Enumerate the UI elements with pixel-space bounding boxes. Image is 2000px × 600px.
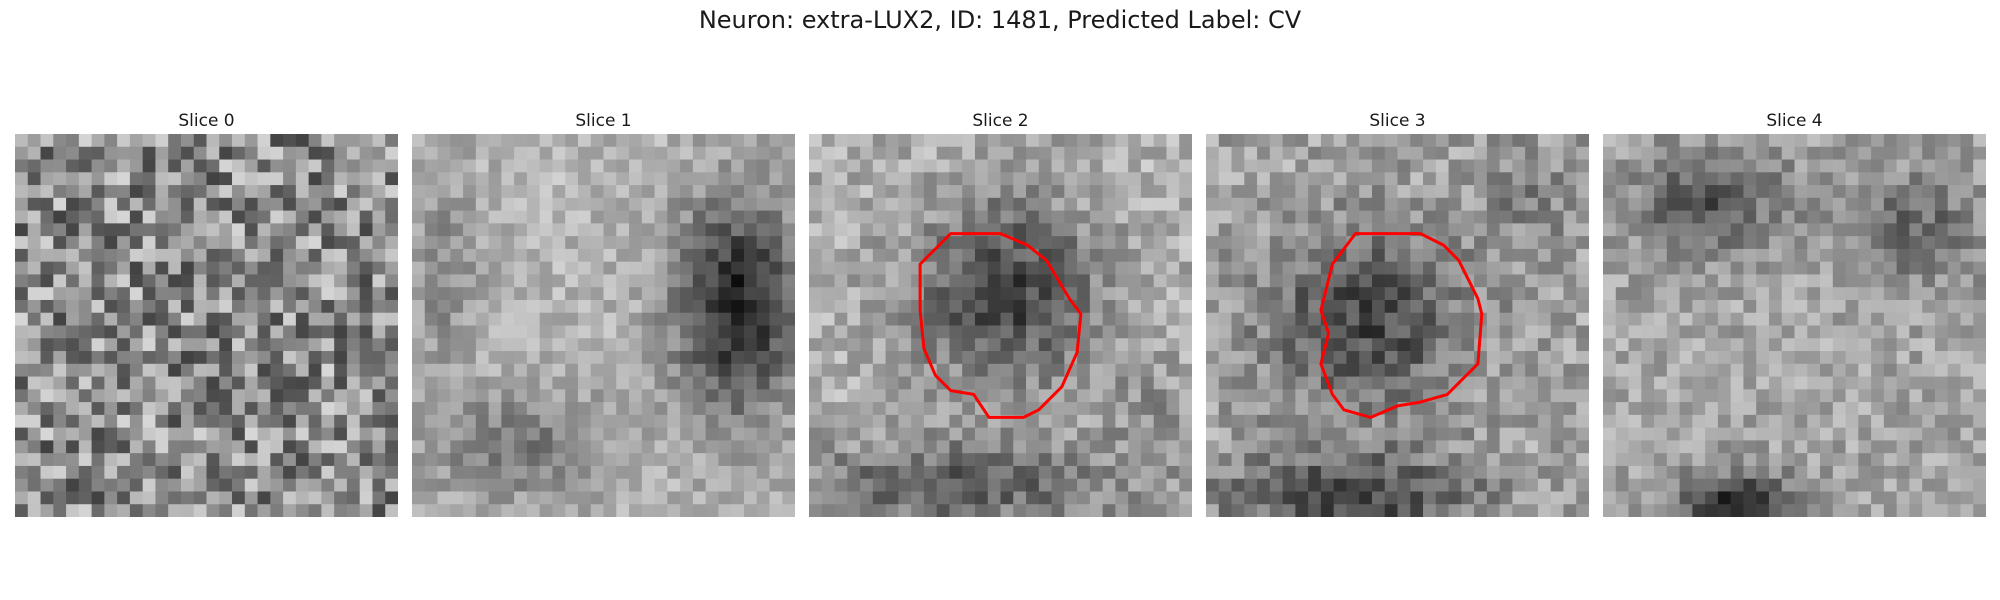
slice-image-2 (809, 134, 1192, 517)
segmentation-contour (918, 232, 1083, 419)
slice-panel-3: Slice 3 (1206, 108, 1589, 517)
slice-title: Slice 2 (972, 111, 1029, 131)
slice-panel-2: Slice 2 (809, 108, 1192, 517)
slice-image-1 (412, 134, 795, 517)
slice-image-4 (1603, 134, 1986, 517)
slice-panel-0: Slice 0 (15, 108, 398, 517)
slice-title: Slice 0 (178, 111, 235, 131)
segmentation-contour (1319, 232, 1484, 419)
slice-image-3 (1206, 134, 1589, 517)
slice-image-0 (15, 134, 398, 517)
slice-title: Slice 4 (1766, 111, 1823, 131)
figure-title: Neuron: extra-LUX2, ID: 1481, Predicted … (698, 6, 1302, 34)
slice-title: Slice 3 (1369, 111, 1426, 131)
slice-panel-1: Slice 1 (412, 108, 795, 517)
slice-title: Slice 1 (575, 111, 632, 131)
slice-panel-4: Slice 4 (1603, 108, 1986, 517)
